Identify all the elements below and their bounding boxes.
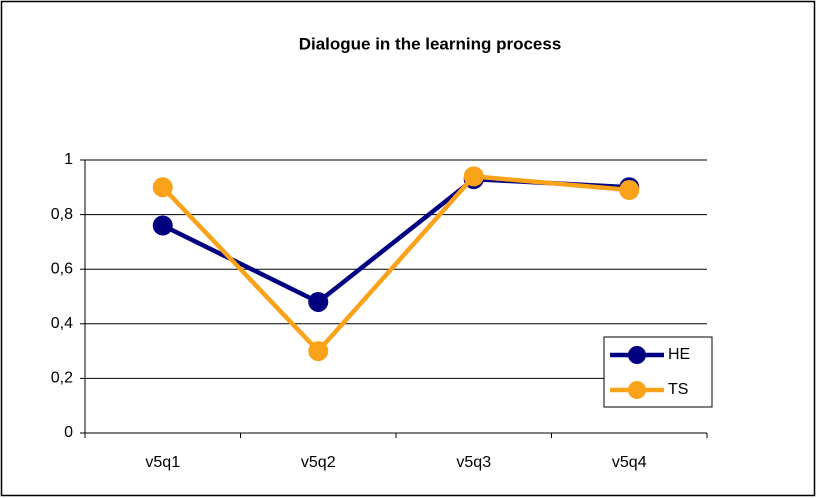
series-line bbox=[161, 174, 630, 355]
series-marker bbox=[152, 177, 173, 198]
x-tick-label: v5q1 bbox=[145, 454, 180, 471]
chart-title: Dialogue in the learning process bbox=[299, 34, 562, 53]
y-tick-label: 0,6 bbox=[51, 260, 73, 277]
y-tick-label: 1 bbox=[64, 151, 73, 168]
y-tick-label: 0,8 bbox=[51, 206, 73, 223]
x-tick-label: v5q4 bbox=[612, 454, 647, 471]
series-marker bbox=[619, 180, 640, 201]
x-tick-label: v5q2 bbox=[301, 454, 336, 471]
x-tick-label: v5q3 bbox=[456, 454, 491, 471]
legend-marker bbox=[628, 346, 646, 364]
series-marker bbox=[463, 166, 484, 187]
series-marker bbox=[152, 215, 173, 236]
y-tick-label: 0 bbox=[64, 424, 73, 441]
series-marker bbox=[308, 341, 329, 362]
legend-label: HE bbox=[668, 346, 690, 363]
y-tick-label: 0,2 bbox=[51, 370, 73, 387]
legend-marker bbox=[628, 381, 646, 399]
series-marker bbox=[308, 291, 329, 312]
legend-box bbox=[603, 336, 713, 408]
legend-label: TS bbox=[668, 381, 688, 398]
y-tick-label: 0,4 bbox=[51, 315, 73, 332]
